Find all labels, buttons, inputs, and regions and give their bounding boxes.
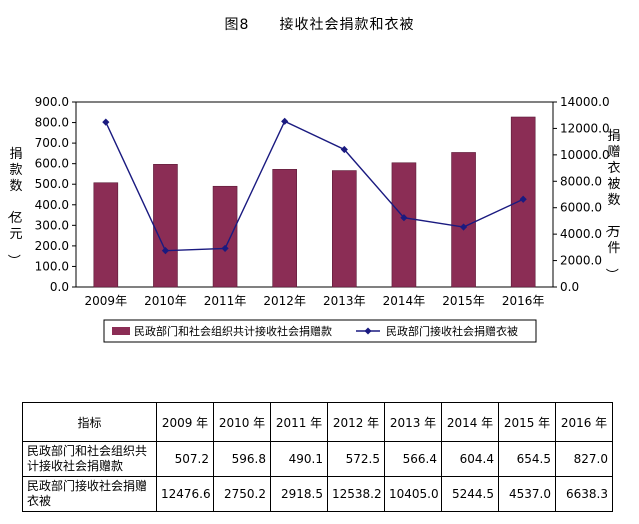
y-right-tick-label: 6000.0 [560, 201, 602, 215]
plot-area [75, 101, 554, 288]
table-row: 民政部门和社会组织共计接收社会捐赠款 507.2 596.8 490.1 572… [22, 441, 613, 477]
y-left-tick-label: 200.0 [35, 239, 69, 253]
table-cell: 827.0 [555, 441, 613, 477]
y-left-tick-label: 900.0 [35, 95, 69, 109]
bar [272, 169, 297, 288]
bar [93, 182, 119, 288]
legend-bar-label: 民政部门和社会组织共计接收社会捐赠款 [134, 324, 332, 338]
table-cell: 5244.5 [441, 476, 499, 512]
bar [153, 164, 178, 288]
table-cell: 572.5 [327, 441, 385, 477]
table-cell: 596.8 [213, 441, 271, 477]
table-cell: 490.1 [270, 441, 328, 477]
x-tick-label: 2012年 [263, 294, 306, 308]
table-header-row: 指标 2009 年 2010 年 2011 年 2012 年 2013 年 20… [22, 402, 613, 442]
line-marker [102, 118, 110, 126]
table-cell: 6638.3 [555, 476, 613, 512]
x-tick-label: 2015年 [442, 294, 485, 308]
y-left-tick-label: 300.0 [35, 218, 69, 232]
table-row-label: 民政部门和社会组织共计接收社会捐赠款 [22, 441, 157, 477]
y-right-axis-label: 捐赠衣被数（万件） [603, 129, 620, 281]
chart-svg: 0.0 100.0 200.0 300.0 400.0 500.0 600.0 700.0 80… [5, 95, 621, 343]
chart-title: 图8 接收社会捐款和衣被 [224, 17, 415, 33]
y-right-tick-label: 14000.0 [560, 95, 610, 109]
legend-line-label: 民政部门接收社会捐赠衣被 [386, 324, 518, 338]
table-cell: 12476.6 [156, 476, 214, 512]
y-left-tick-label: 400.0 [35, 198, 69, 212]
y-right-tick-label: 2000.0 [560, 254, 602, 268]
y-right-tick-label: 8000.0 [560, 174, 602, 188]
table-cell: 507.2 [156, 441, 214, 477]
table-header-cell: 2010 年 [213, 402, 271, 442]
y-right-tick-label: 12000.0 [560, 121, 610, 135]
x-tick-label: 2016年 [502, 294, 545, 308]
line-marker [519, 195, 527, 203]
table-header-cell: 2012 年 [327, 402, 385, 442]
table-cell: 604.4 [441, 441, 499, 477]
x-tick-label: 2013年 [323, 294, 366, 308]
table-header-cell: 2015 年 [498, 402, 556, 442]
bar [212, 185, 238, 288]
y-left-tick-label: 600.0 [35, 157, 69, 171]
line-marker [161, 247, 170, 255]
y-left-tick-label: 700.0 [35, 136, 69, 150]
y-left-axis-label: 捐款数（亿元） [5, 147, 22, 267]
x-tick-label: 2011年 [204, 294, 247, 308]
legend-box [103, 319, 537, 343]
table-header-cell: 2014 年 [441, 402, 499, 442]
data-table: 指标 2009 年 2010 年 2011 年 2012 年 2013 年 20… [22, 402, 613, 512]
x-tick-label: 2009年 [85, 294, 128, 308]
legend-line-marker [364, 327, 372, 335]
table-row: 民政部门接收社会捐赠衣被 12476.6 2750.2 2918.5 12538… [22, 476, 613, 512]
table-cell: 2918.5 [270, 476, 328, 512]
y-right-tick-label: 0.0 [560, 280, 579, 294]
table-header-cell: 2016 年 [555, 402, 613, 442]
y-left-tick-label: 100.0 [35, 259, 69, 273]
y-left-tick-label: 500.0 [35, 177, 69, 191]
bar [391, 162, 417, 288]
line-marker [340, 145, 348, 154]
x-tick-label: 2010年 [144, 294, 187, 308]
line-series [105, 120, 524, 252]
x-tick-label: 2014年 [383, 294, 426, 308]
y-right-tick-label: 10000.0 [560, 148, 610, 162]
table-cell: 12538.2 [327, 476, 385, 512]
line-marker [459, 223, 468, 231]
y-right-tick-label: 4000.0 [560, 227, 602, 241]
line-marker [281, 117, 289, 125]
bar [451, 152, 476, 288]
legend-bar-swatch [112, 327, 130, 335]
y-left-tick-label: 0.0 [50, 280, 69, 294]
table-header-cell: 2011 年 [270, 402, 328, 442]
table-cell: 654.5 [498, 441, 556, 477]
line-marker [400, 214, 408, 222]
y-left-tick-label: 800.0 [35, 116, 69, 130]
table-header-cell: 2013 年 [384, 402, 442, 442]
table-cell: 4537.0 [498, 476, 556, 512]
bar [332, 170, 357, 288]
table-cell: 10405.0 [384, 476, 442, 512]
line-marker [221, 244, 229, 253]
table-cell: 566.4 [384, 441, 442, 477]
table-cell: 2750.2 [213, 476, 271, 512]
table-header-cell: 指标 [22, 402, 157, 442]
table-header-cell: 2009 年 [156, 402, 214, 442]
table-row-label: 民政部门接收社会捐赠衣被 [22, 476, 157, 512]
